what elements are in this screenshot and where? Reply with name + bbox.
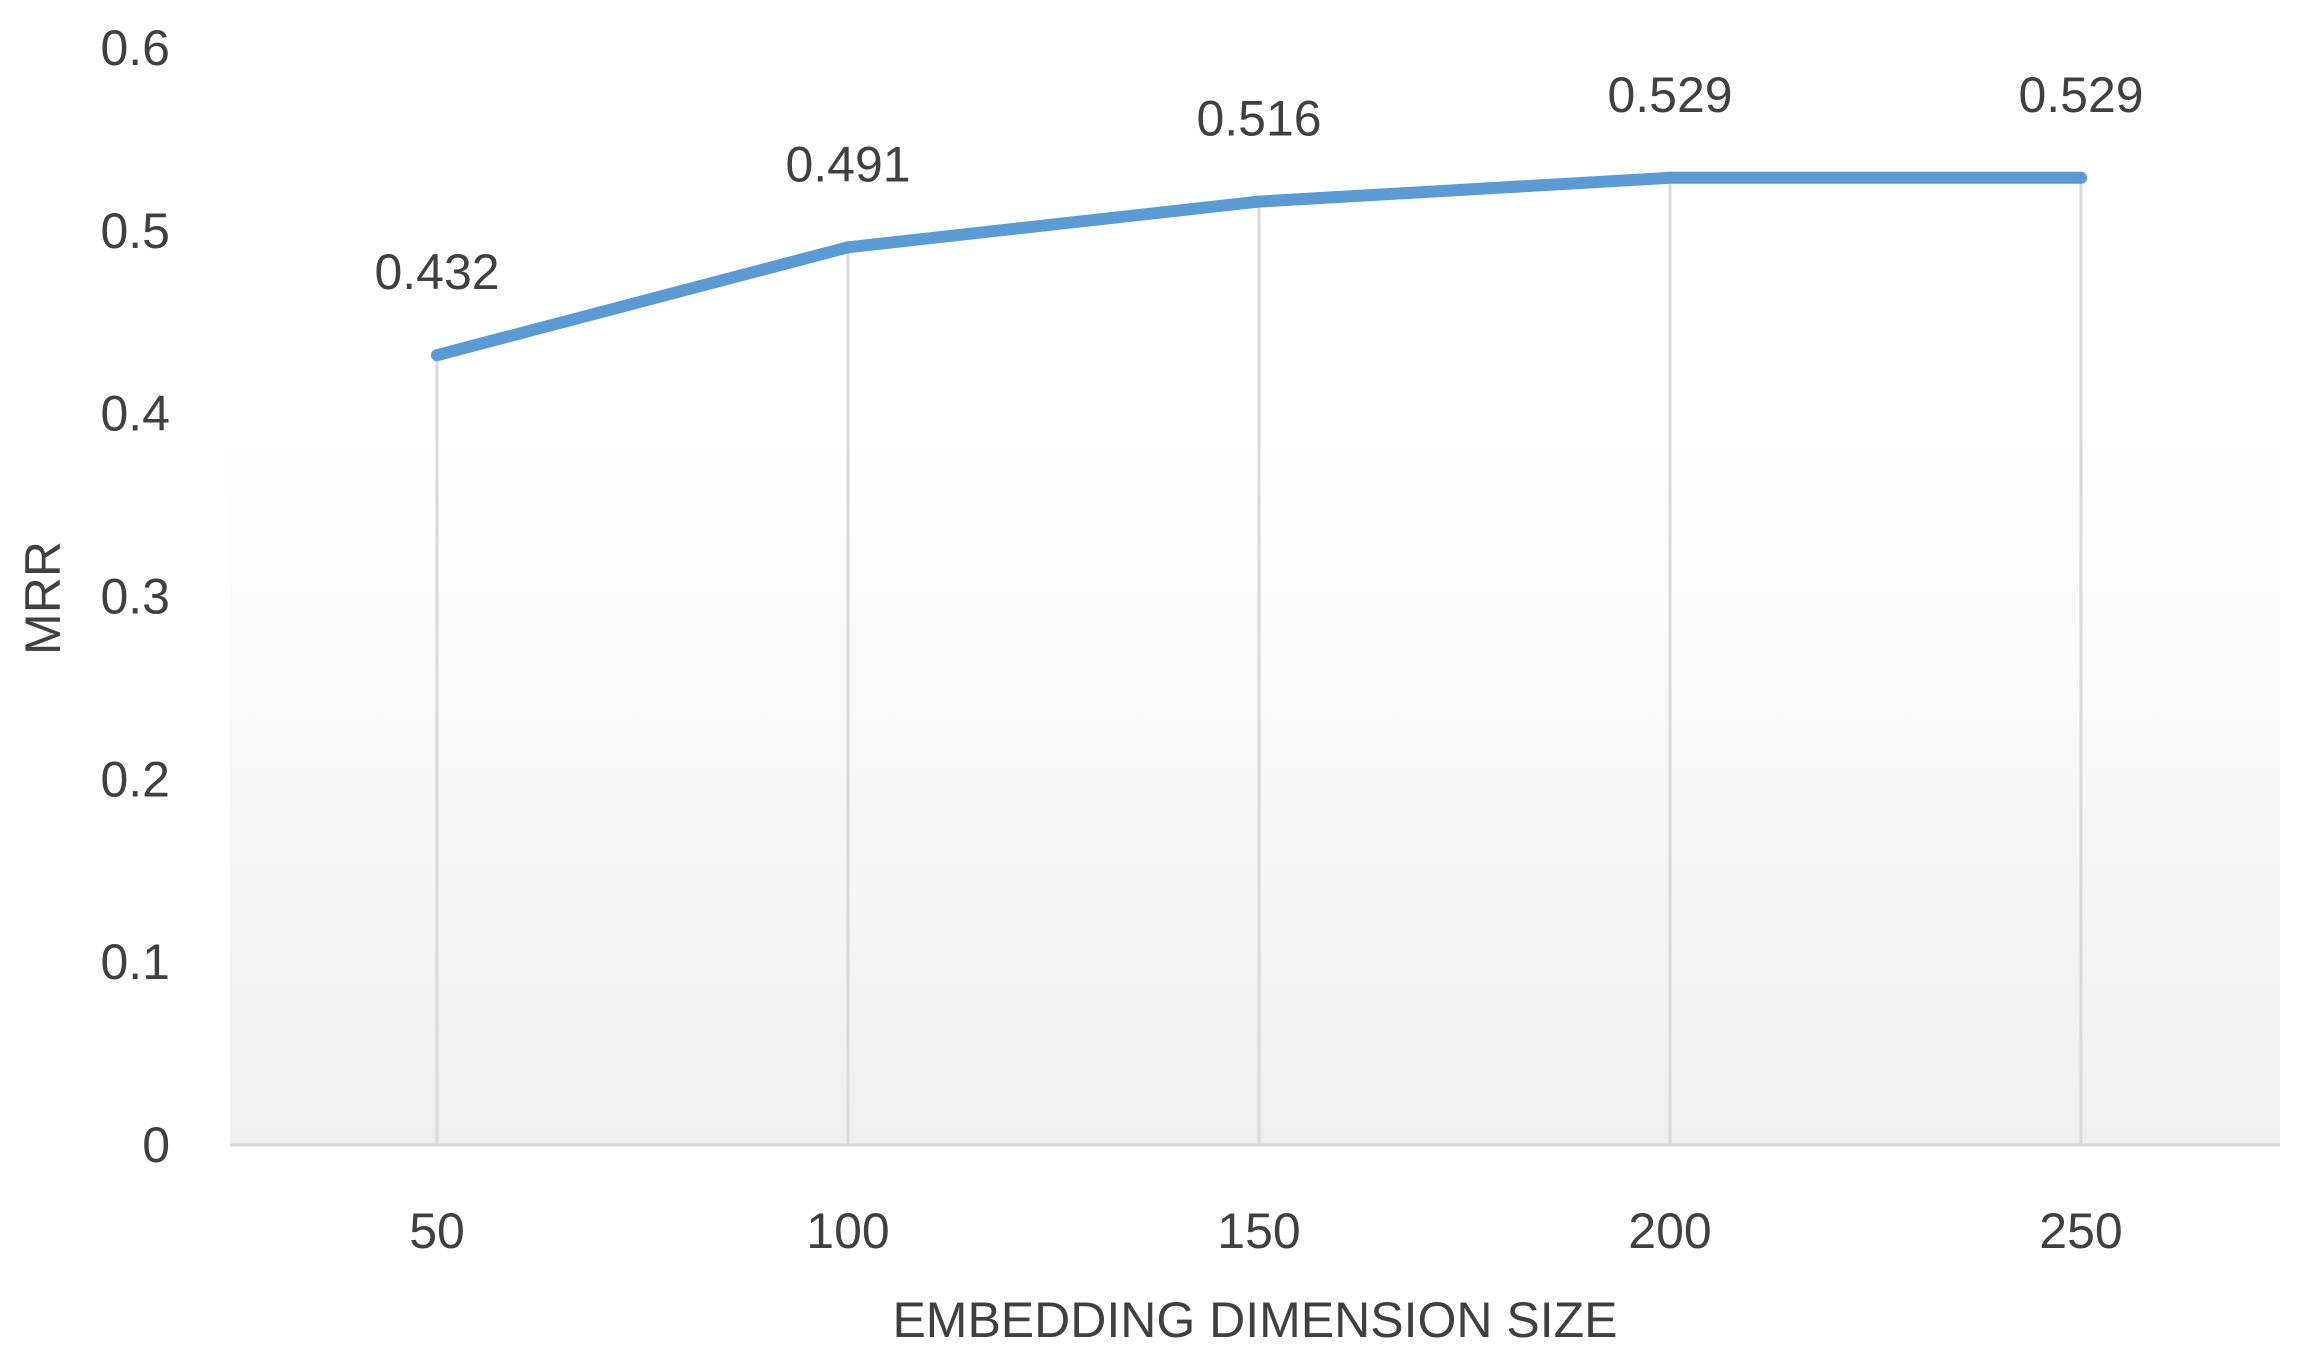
data-label: 0.491 — [785, 136, 910, 192]
y-tick-label: 0 — [142, 1117, 170, 1173]
x-axis-title: EMBEDDING DIMENSION SIZE — [892, 1292, 1617, 1348]
y-tick-label: 0.1 — [100, 934, 170, 990]
data-point — [842, 241, 854, 254]
x-tick-label: 250 — [2039, 1203, 2122, 1259]
x-tick-label: 100 — [806, 1203, 889, 1259]
plot-area-background — [230, 48, 2280, 1145]
data-label: 0.529 — [1607, 67, 1732, 123]
y-tick-label: 0.6 — [100, 20, 170, 76]
data-point — [2075, 171, 2087, 184]
data-labels: 0.432 0.491 0.516 0.529 0.529 — [374, 67, 2143, 300]
y-tick-label: 0.5 — [100, 203, 170, 259]
x-tick-label: 50 — [409, 1203, 465, 1259]
y-tick-label: 0.3 — [100, 569, 170, 625]
x-tick-label: 150 — [1217, 1203, 1300, 1259]
y-tick-label: 0.2 — [100, 751, 170, 807]
data-label: 0.432 — [374, 244, 499, 300]
y-axis-title: MRR — [15, 541, 71, 655]
data-label: 0.529 — [2018, 67, 2143, 123]
data-point — [1253, 195, 1265, 208]
data-label: 0.516 — [1196, 91, 1321, 147]
data-point — [431, 349, 443, 362]
x-tick-label: 200 — [1628, 1203, 1711, 1259]
x-axis-tick-labels: 50 100 150 200 250 — [409, 1203, 2123, 1259]
y-tick-label: 0.4 — [100, 386, 170, 442]
series-layer — [431, 171, 2087, 362]
gridlines — [435, 177, 2083, 1145]
data-point — [1664, 171, 1676, 184]
y-axis-tick-labels: 0 0.1 0.2 0.3 0.4 0.5 0.6 — [100, 20, 170, 1173]
